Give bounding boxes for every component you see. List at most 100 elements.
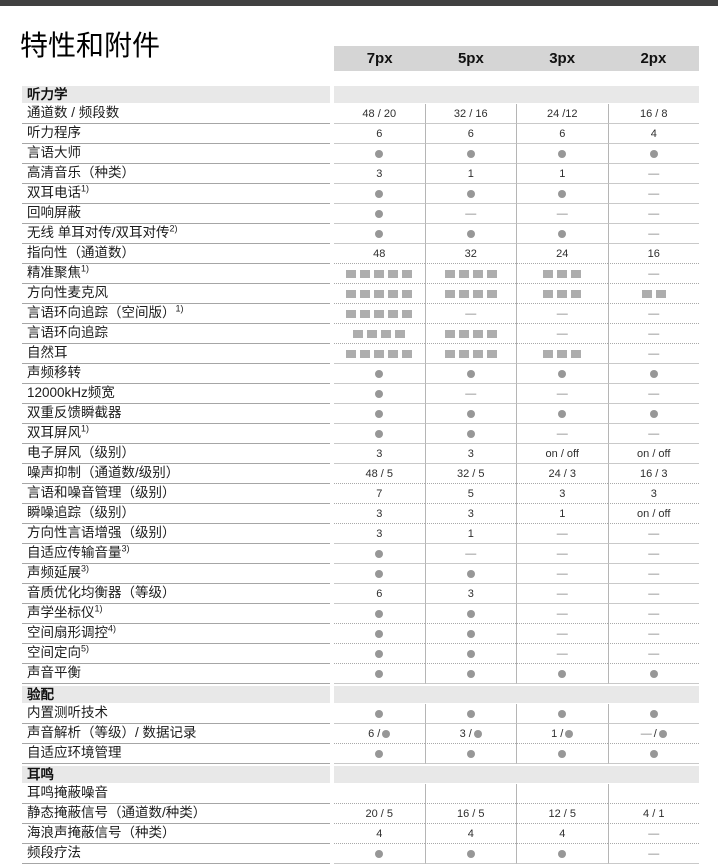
section-title: 听力学 xyxy=(22,86,330,103)
feature-value-cell xyxy=(334,264,425,284)
not-available-dash: — xyxy=(556,547,568,560)
data-cells: 3 3 1 on / off xyxy=(334,504,699,524)
feature-value-cell xyxy=(334,364,425,384)
feature-value-cell xyxy=(424,324,516,344)
feature-dot-icon xyxy=(466,149,475,158)
feature-label: 静态掩蔽信号（通道数/种类） xyxy=(22,804,330,824)
feature-label: 声频延展3) xyxy=(22,564,330,584)
data-cells xyxy=(334,664,699,684)
feature-dot-icon xyxy=(466,609,475,618)
data-cells xyxy=(334,704,699,724)
feature-value-cell xyxy=(424,344,516,364)
feature-value-cell: 24 xyxy=(516,244,608,264)
value-text: on / off xyxy=(637,507,671,520)
feature-value-cell: 16 / 3 xyxy=(607,464,699,484)
not-available-dash: — xyxy=(556,427,568,440)
section-gap xyxy=(330,686,334,703)
feature-value-cell: — xyxy=(516,544,608,564)
feature-value-cell: — xyxy=(607,184,699,204)
table-row: 海浪声掩蔽信号（种类） 4 4 4 — xyxy=(22,824,699,844)
feature-value-cell: 4 xyxy=(334,824,425,844)
feature-dot-icon xyxy=(649,749,658,758)
not-available-dash: — xyxy=(648,167,660,180)
feature-dot-icon xyxy=(558,849,567,858)
feature-value-cell: 4 / 1 xyxy=(607,804,699,824)
feature-value-cell: 3 xyxy=(424,444,516,464)
feature-dot-icon xyxy=(375,629,384,638)
value-text: 20 / 5 xyxy=(365,807,394,820)
level-square-icon xyxy=(458,349,469,358)
feature-value-cell: 3 xyxy=(424,504,516,524)
data-cells: — — — xyxy=(334,384,699,404)
feature-value-cell xyxy=(334,304,425,324)
level-square-icon xyxy=(388,349,399,358)
top-border-bar xyxy=(0,0,718,6)
footnote-ref: 3) xyxy=(121,544,130,554)
not-available-dash: — xyxy=(465,307,477,320)
feature-dot-icon xyxy=(466,629,475,638)
data-cells: — xyxy=(334,264,699,284)
feature-value-cell: 48 / 5 xyxy=(334,464,425,484)
not-available-dash: — xyxy=(465,387,477,400)
feature-value-cell xyxy=(334,344,425,364)
not-available-dash: — xyxy=(648,827,660,840)
feature-value-cell: 32 xyxy=(424,244,516,264)
feature-value-cell xyxy=(424,844,516,864)
not-available-dash: — xyxy=(648,527,660,540)
not-available-dash: — xyxy=(556,327,568,340)
value-text: 3 xyxy=(376,507,383,520)
feature-value-cell: on / off xyxy=(607,444,699,464)
level-square-icon xyxy=(571,289,582,298)
feature-value-cell: — xyxy=(424,544,516,564)
feature-value-cell: — xyxy=(607,564,699,584)
level-square-icon xyxy=(458,289,469,298)
feature-dot-icon xyxy=(375,409,384,418)
data-cells: — — xyxy=(334,564,699,584)
not-available-dash: — xyxy=(648,387,660,400)
table-row: 言语大师 xyxy=(22,144,699,164)
table-row: 听力程序 6 6 6 4 xyxy=(22,124,699,144)
section-band-fill xyxy=(334,766,699,783)
level-square-icon xyxy=(360,349,371,358)
feature-value-cell xyxy=(516,284,608,304)
data-cells: 3 3 on / off on / off xyxy=(334,444,699,464)
section-gap xyxy=(330,766,334,783)
feature-value-cell: — xyxy=(516,524,608,544)
column-header-3px: 3px xyxy=(549,50,576,67)
feature-value-cell xyxy=(424,564,516,584)
feature-value-cell xyxy=(424,424,516,444)
feature-value-cell: — xyxy=(516,624,608,644)
feature-dot-icon xyxy=(466,569,475,578)
feature-label: 内置测听技术 xyxy=(22,704,330,724)
feature-dot-icon xyxy=(382,729,391,738)
feature-dot-icon xyxy=(649,409,658,418)
feature-value-cell: 1 xyxy=(424,524,516,544)
value-text: 16 / 5 xyxy=(456,807,485,820)
table-row: 频段疗法 — xyxy=(22,844,699,864)
table-row: 空间扇形调控4) — — xyxy=(22,624,699,644)
feature-label: 回响屏蔽 xyxy=(22,204,330,224)
data-cells: — — xyxy=(334,624,699,644)
feature-value-cell xyxy=(607,784,699,804)
level-square-icon xyxy=(402,289,413,298)
level-square-icon xyxy=(486,269,497,278)
data-cells: — xyxy=(334,184,699,204)
footnote-ref: 3) xyxy=(81,564,90,574)
table-row: 声频延展3) — — xyxy=(22,564,699,584)
feature-dot-icon xyxy=(558,409,567,418)
feature-label: 双耳电话1) xyxy=(22,184,330,204)
feature-dot-icon xyxy=(375,369,384,378)
feature-value-cell: — xyxy=(607,624,699,644)
level-square-icon xyxy=(346,269,357,278)
feature-label: 空间扇形调控4) xyxy=(22,624,330,644)
feature-dot-icon xyxy=(466,189,475,198)
value-text: 3 / xyxy=(459,727,472,740)
feature-value-cell xyxy=(516,184,608,204)
feature-value-cell: — xyxy=(516,644,608,664)
table-row: 无线 单耳对传/双耳对传2) — xyxy=(22,224,699,244)
level-square-icon xyxy=(360,289,371,298)
table-row: 双耳屏风1) — — xyxy=(22,424,699,444)
data-cells: — — xyxy=(334,324,699,344)
value-text: 24 / 3 xyxy=(548,467,577,480)
level-square-icon xyxy=(395,329,406,338)
